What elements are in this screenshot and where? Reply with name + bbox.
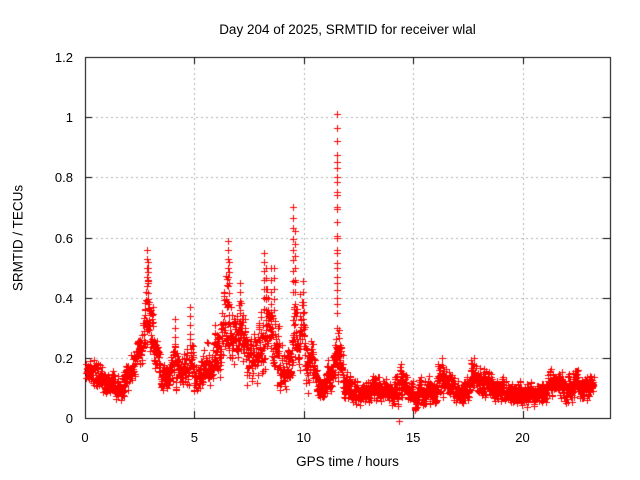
y-tick-label: 1	[65, 110, 73, 126]
y-tick-label: 0.2	[54, 350, 73, 366]
chart-title: Day 204 of 2025, SRMTID for receiver wla…	[219, 22, 476, 37]
y-tick-label: 0.8	[54, 170, 73, 186]
y-axis-label: SRMTID / TECUs	[10, 184, 26, 292]
x-tick-label: 10	[296, 430, 311, 445]
x-axis-label: GPS time / hours	[296, 454, 399, 469]
y-tick-label: 0	[65, 411, 73, 426]
x-tick-label: 15	[405, 430, 421, 445]
y-tick-label: 0.6	[54, 230, 73, 246]
y-tick-label: 0.4	[54, 290, 73, 306]
x-tick-label: 20	[515, 430, 530, 445]
x-tick-label: 5	[190, 430, 198, 445]
y-tick-label: 1.2	[54, 50, 73, 65]
x-tick-label: 0	[81, 430, 89, 445]
